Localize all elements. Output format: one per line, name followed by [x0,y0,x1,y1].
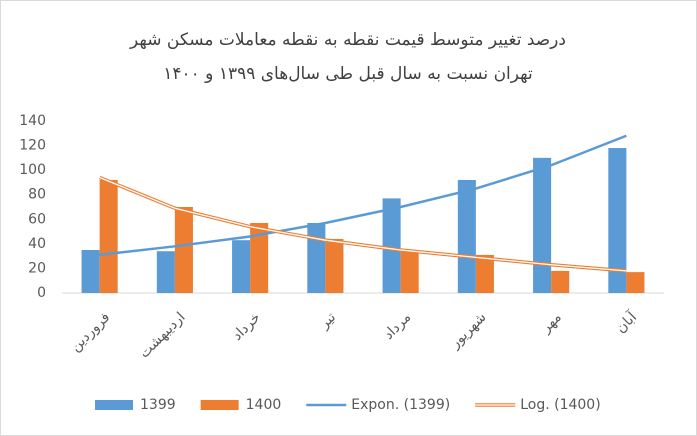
legend-label: Expon. (1399) [351,397,450,413]
bar [457,179,476,293]
bar [174,207,193,293]
bar [99,179,118,293]
chart-title: درصد تغییر متوسط قیمت نقطه به نقطه معامل… [129,30,566,50]
chart-title: تهران نسبت به سال قبل طی سال‌های ۱۳۹۹ و … [163,64,533,84]
bar [475,254,494,293]
bar [533,157,552,293]
y-tick-label: 60 [28,211,46,227]
trend-line-inner [99,176,627,272]
y-tick-label: 20 [28,260,46,276]
y-tick-label: 100 [19,162,46,178]
bar [325,238,344,293]
bar [551,270,570,293]
bar [81,250,100,293]
legend-label: Log. (1400) [520,397,600,413]
bar [156,251,175,293]
bar [250,222,269,293]
bar [608,148,627,293]
bar [307,222,326,293]
y-tick-label: 140 [19,113,46,129]
y-tick-label: 0 [37,285,46,301]
y-tick-label: 40 [28,236,46,252]
legend-label: 1399 [140,397,176,413]
bar [382,198,401,293]
bar [232,240,251,293]
bar [400,251,419,293]
bar [626,272,645,293]
legend-swatch [95,400,133,410]
y-tick-label: 120 [19,138,46,154]
legend-swatch [200,400,239,410]
trend-line [99,134,627,257]
legend-label: 1400 [246,397,282,413]
y-tick-label: 80 [28,187,46,203]
